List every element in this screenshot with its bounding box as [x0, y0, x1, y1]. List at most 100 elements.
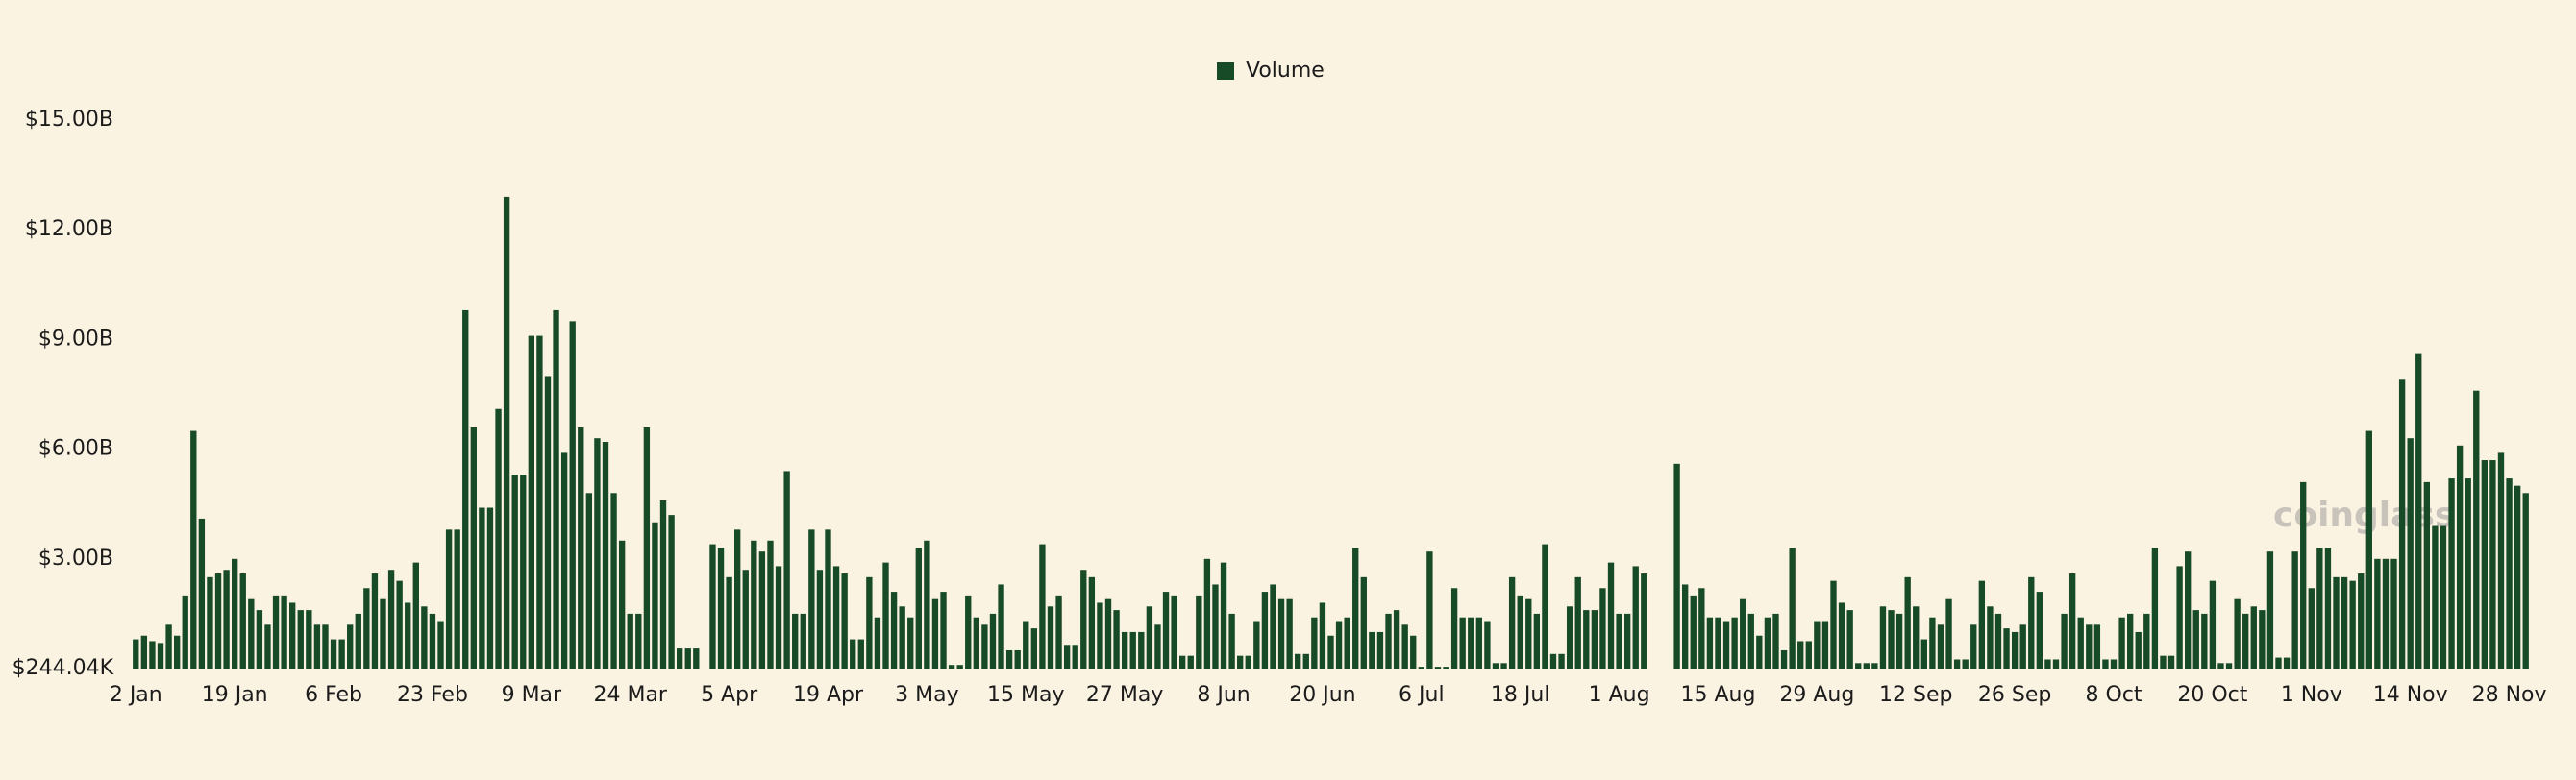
bar — [1542, 544, 1548, 669]
bar — [1401, 624, 1408, 669]
bar — [1740, 598, 1746, 669]
bar — [1747, 613, 1754, 669]
bar — [2283, 657, 2291, 669]
bar — [1410, 635, 1417, 669]
bar — [1772, 613, 1779, 669]
x-tick-label: 29 Aug — [1779, 683, 1854, 707]
bar — [1171, 595, 1177, 669]
bar — [536, 335, 543, 669]
x-tick-label: 27 May — [1086, 683, 1163, 707]
bar — [1871, 663, 1878, 669]
bar — [635, 613, 642, 669]
bar — [165, 624, 172, 669]
bar — [133, 639, 139, 669]
bar — [479, 507, 485, 669]
bar — [1797, 641, 1804, 669]
bar — [2201, 613, 2208, 669]
bar — [1178, 655, 1186, 669]
bar — [1426, 551, 1433, 669]
bar — [1937, 624, 1944, 669]
bar — [1895, 613, 1903, 669]
bar — [421, 606, 428, 669]
bar — [1385, 613, 1392, 669]
bar — [1500, 663, 1507, 669]
bar — [1459, 617, 1466, 669]
bar — [2465, 478, 2471, 669]
bar — [2390, 558, 2397, 669]
bar — [1360, 576, 1367, 669]
bar — [874, 617, 881, 669]
bar — [709, 544, 716, 669]
bar — [1673, 463, 1680, 669]
bar — [2275, 657, 2282, 669]
bar — [1468, 617, 1474, 669]
bar — [1369, 631, 1375, 669]
bar — [503, 196, 510, 670]
x-tick-label: 24 Mar — [593, 683, 667, 707]
bar — [1789, 548, 1796, 669]
bar — [437, 621, 444, 669]
bar — [2506, 478, 2513, 669]
bar — [1376, 631, 1384, 669]
bar — [1023, 621, 1029, 669]
bar — [387, 570, 395, 669]
bar — [816, 570, 824, 669]
bar — [405, 602, 411, 669]
bar — [948, 665, 955, 669]
bar — [363, 588, 370, 669]
x-tick-label: 9 Mar — [502, 683, 562, 707]
y-tick-label: $244.04K — [12, 656, 114, 680]
bar — [2068, 573, 2076, 669]
bar — [899, 606, 905, 669]
bar — [1566, 606, 1573, 669]
x-tick-label: 2 Jan — [110, 683, 162, 707]
bar — [1055, 595, 1062, 669]
y-tick-label: $3.00B — [38, 547, 113, 571]
bar — [2407, 438, 2414, 669]
bar — [1913, 606, 1920, 669]
bar — [1228, 613, 1235, 669]
bar — [1879, 606, 1887, 669]
bar — [850, 639, 856, 669]
x-tick-label: 20 Oct — [2177, 683, 2247, 707]
bar — [2061, 613, 2068, 669]
bar — [684, 648, 691, 669]
bar — [544, 376, 552, 669]
bar — [1994, 613, 2002, 669]
bar — [182, 595, 188, 669]
bar — [2522, 493, 2529, 669]
bar — [610, 493, 617, 669]
bar — [2259, 610, 2266, 669]
bar — [1706, 617, 1714, 669]
x-tick-label: 15 Aug — [1680, 683, 1755, 707]
bar — [173, 635, 181, 669]
x-tick-label: 26 Sep — [1978, 683, 2051, 707]
x-tick-label: 19 Apr — [793, 683, 864, 707]
bar — [2192, 610, 2199, 669]
bar — [1722, 621, 1730, 669]
bar — [1904, 576, 1911, 669]
bar — [1756, 635, 1763, 669]
bar — [454, 529, 460, 669]
bar — [742, 570, 749, 669]
bar — [1616, 613, 1622, 669]
bar — [1920, 639, 1927, 669]
bar — [1962, 659, 1969, 669]
bar — [2028, 576, 2035, 669]
bar — [1780, 649, 1788, 669]
bar — [1295, 653, 1301, 669]
y-tick-label: $9.00B — [38, 327, 113, 351]
bar — [890, 592, 898, 669]
bar — [767, 540, 774, 669]
bar — [223, 570, 230, 669]
bar — [1104, 598, 1112, 669]
bar — [2440, 525, 2447, 669]
bar — [1591, 610, 1598, 669]
bar — [668, 515, 675, 669]
bar — [272, 595, 280, 669]
bar — [2432, 525, 2439, 669]
bar — [1080, 570, 1087, 669]
bar — [1302, 653, 1309, 669]
bar — [1641, 573, 1647, 669]
bar — [1196, 595, 1202, 669]
